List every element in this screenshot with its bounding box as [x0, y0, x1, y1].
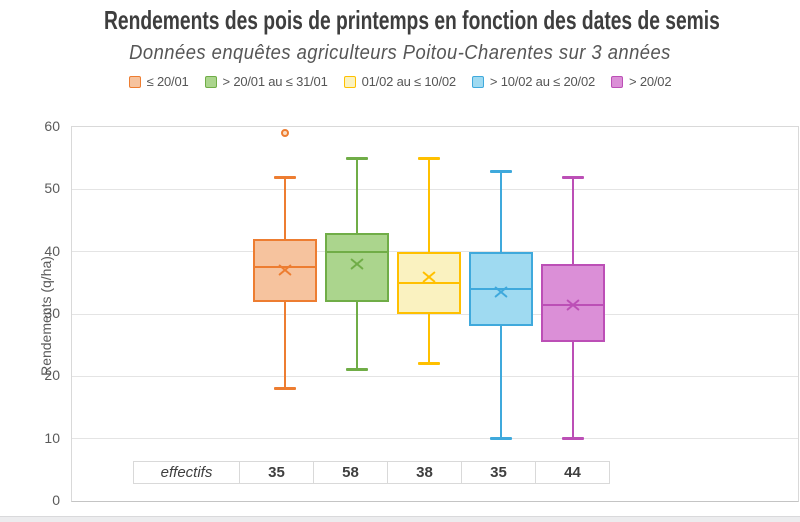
legend-swatch-icon [204, 75, 217, 88]
effectifs-count: 35 [239, 462, 313, 483]
whisker-cap-bottom [490, 436, 512, 440]
legend-item-label: ≤ 20/01 [146, 74, 189, 89]
legend-item-5: > 20/02 [611, 74, 672, 89]
effectifs-count: 38 [387, 462, 461, 483]
y-tick-20: 20 [44, 367, 60, 384]
mean-marker-icon [566, 298, 580, 312]
whisker-cap-bottom [418, 361, 440, 365]
whisker-cap-bottom [346, 368, 368, 372]
legend-swatch-icon [343, 75, 356, 88]
mean-marker-icon [422, 270, 436, 284]
legend: ≤ 20/01 > 20/01 au ≤ 31/01 01/02 au ≤ 10/0… [0, 74, 800, 89]
effectifs-table: effectifs 35 58 38 35 44 [133, 461, 610, 484]
mean-marker-icon [278, 263, 292, 277]
effectifs-count: 58 [313, 462, 387, 483]
legend-item-3: 01/02 au ≤ 10/02 [343, 74, 456, 89]
y-tick-50: 50 [44, 180, 60, 197]
y-tick-0: 0 [52, 492, 60, 508]
median-line [327, 250, 387, 253]
legend-item-2: > 20/01 au ≤ 31/01 [204, 74, 328, 89]
gridline-20 [72, 375, 798, 377]
legend-swatch-icon [471, 75, 484, 88]
legend-item-1: ≤ 20/01 [128, 74, 189, 89]
whisker-cap-top [562, 175, 584, 179]
gridline-10 [72, 438, 798, 440]
gridline-50 [72, 188, 798, 190]
whisker-cap-top [346, 157, 368, 161]
whisker-cap-bottom [562, 436, 584, 440]
chart-title: Rendements des pois de printemps en fonc… [104, 5, 720, 35]
effectifs-label: effectifs [160, 464, 213, 481]
mean-marker-icon [494, 285, 508, 299]
effectifs-count: 35 [461, 462, 535, 483]
legend-item-4: > 10/02 au ≤ 20/02 [471, 74, 596, 89]
legend-item-label: 01/02 au ≤ 10/02 [361, 74, 456, 89]
y-tick-10: 10 [44, 429, 60, 446]
whisker-cap-top [274, 175, 296, 179]
legend-item-label: > 20/02 [629, 74, 672, 89]
whisker-cap-top [418, 157, 440, 161]
y-tick-30: 30 [44, 305, 60, 321]
whisker-cap-bottom [274, 386, 296, 390]
y-tick-60: 60 [44, 118, 60, 134]
outlier-point [281, 129, 289, 138]
whisker-cap-top [490, 169, 512, 173]
legend-swatch-icon [611, 75, 624, 88]
chart-subtitle: Données enquêtes agriculteurs Poitou-Cha… [129, 42, 671, 64]
effectifs-count: 44 [535, 462, 609, 483]
legend-item-label: > 10/02 au ≤ 20/02 [489, 74, 596, 89]
y-tick-40: 40 [44, 242, 60, 259]
bottom-window-edge [0, 516, 800, 522]
mean-marker-icon [350, 257, 364, 271]
legend-item-label: > 20/01 au ≤ 31/01 [222, 74, 328, 89]
gridline-30 [72, 313, 798, 315]
plot-area [71, 126, 799, 502]
legend-swatch-icon [128, 75, 141, 88]
